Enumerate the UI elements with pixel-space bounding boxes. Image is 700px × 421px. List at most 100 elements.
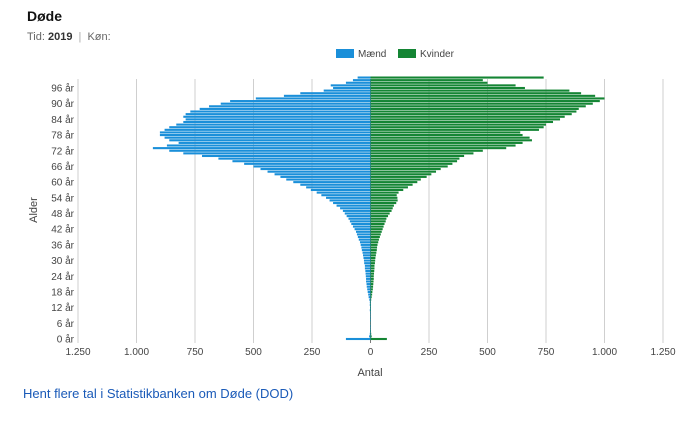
bar-maend[interactable] [300,183,371,186]
bar-kvinder[interactable] [370,107,579,110]
bar-kvinder[interactable] [370,230,382,233]
bar-kvinder[interactable] [370,105,586,108]
bar-kvinder[interactable] [370,186,408,189]
bar-kvinder[interactable] [370,102,593,105]
bar-kvinder[interactable] [370,76,544,79]
bar-maend[interactable] [365,272,371,275]
bar-kvinder[interactable] [370,222,385,226]
bar-maend[interactable] [366,277,371,280]
bar-maend[interactable] [316,191,371,194]
bar-kvinder[interactable] [370,160,458,163]
bar-maend[interactable] [351,222,371,226]
bar-maend[interactable] [178,141,371,144]
bar-maend[interactable] [164,136,371,139]
bar-maend[interactable] [361,246,371,249]
bar-kvinder[interactable] [370,81,488,84]
legend[interactable]: Mænd Kvinder [336,49,455,60]
bar-maend[interactable] [230,100,371,103]
bar-maend[interactable] [267,170,371,173]
bar-maend[interactable] [323,89,371,92]
bar-kvinder[interactable] [370,215,389,218]
bar-maend[interactable] [352,225,371,228]
bar-kvinder[interactable] [370,154,465,158]
bar-maend[interactable] [366,280,371,283]
bar-kvinder[interactable] [370,233,381,236]
bar-kvinder[interactable] [370,228,383,231]
bar-maend[interactable] [364,264,371,267]
bar-kvinder[interactable] [370,243,378,246]
bar-maend[interactable] [360,243,371,246]
bar-kvinder[interactable] [370,178,421,181]
bar-maend[interactable] [363,254,371,257]
bar-maend[interactable] [369,309,371,312]
bar-kvinder[interactable] [370,298,372,301]
bar-kvinder[interactable] [370,275,374,278]
bar-maend[interactable] [310,188,371,192]
bar-maend[interactable] [330,84,371,87]
bar-kvinder[interactable] [370,79,483,82]
bar-kvinder[interactable] [370,293,373,296]
bar-maend[interactable] [255,97,371,100]
bar-maend[interactable] [232,160,371,163]
bar-maend[interactable] [369,335,371,338]
bar-kvinder[interactable] [370,162,453,165]
bar-kvinder[interactable] [370,170,437,173]
bar-kvinder[interactable] [370,183,413,186]
bar-maend[interactable] [352,79,371,82]
bar-kvinder[interactable] [370,249,377,252]
bar-kvinder[interactable] [370,217,387,220]
bar-maend[interactable] [342,209,371,212]
bar-maend[interactable] [169,149,371,152]
bar-kvinder[interactable] [370,241,379,244]
bar-maend[interactable] [218,157,371,160]
bar-kvinder[interactable] [370,290,373,293]
bar-kvinder[interactable] [370,149,483,152]
bar-maend[interactable] [365,269,371,273]
bar-maend[interactable] [356,233,371,236]
bar-kvinder[interactable] [370,246,378,249]
bar-kvinder[interactable] [370,280,374,283]
bar-kvinder[interactable] [370,296,372,299]
bar-kvinder[interactable] [370,209,392,212]
bar-maend[interactable] [183,120,371,124]
bar-maend[interactable] [363,256,371,259]
bar-maend[interactable] [357,235,371,239]
bar-kvinder[interactable] [370,277,374,280]
bar-kvinder[interactable] [370,165,448,168]
bar-kvinder[interactable] [370,120,554,124]
bar-maend[interactable] [355,230,371,233]
bar-kvinder[interactable] [370,335,372,338]
bar-kvinder[interactable] [370,204,394,207]
bar-kvinder[interactable] [370,199,398,202]
bar-maend[interactable] [329,199,371,202]
legend-kvinder[interactable]: Kvinder [398,49,455,60]
bar-maend[interactable] [367,290,371,293]
bar-maend[interactable] [185,113,371,116]
bar-kvinder[interactable] [370,288,373,291]
bar-maend[interactable] [367,288,371,291]
bar-maend[interactable] [306,186,371,189]
bar-maend[interactable] [365,275,371,278]
bar-kvinder[interactable] [370,175,427,178]
bar-kvinder[interactable] [370,152,474,155]
bar-maend[interactable] [349,220,371,223]
bar-maend[interactable] [244,162,371,165]
bar-kvinder[interactable] [370,118,561,121]
bar-kvinder[interactable] [370,262,375,265]
bar-maend[interactable] [364,267,371,270]
bar-maend[interactable] [354,228,371,231]
bar-kvinder[interactable] [370,157,460,160]
bar-kvinder[interactable] [370,97,605,100]
bar-maend[interactable] [164,128,371,131]
legend-maend[interactable]: Mænd [336,49,386,60]
bar-kvinder[interactable] [370,283,374,286]
bar-kvinder[interactable] [370,110,577,113]
bar-kvinder[interactable] [370,259,376,262]
bar-kvinder[interactable] [370,235,380,239]
bar-maend[interactable] [333,86,371,90]
statistikbanken-link[interactable]: Hent flere tal i Statistikbanken om Døde… [23,386,294,401]
bar-maend[interactable] [280,175,371,178]
bar-maend[interactable] [348,217,371,220]
bar-kvinder[interactable] [370,86,525,90]
bar-kvinder[interactable] [370,126,544,129]
